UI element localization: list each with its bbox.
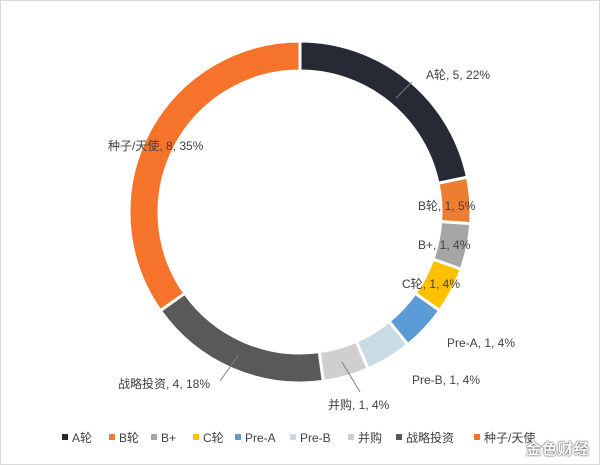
legend-label-1: B轮	[119, 431, 139, 445]
data-label-7: 战略投资, 4, 18%	[118, 376, 210, 391]
legend-swatch-3	[193, 434, 199, 440]
donut-slice-8	[127, 39, 302, 313]
legend-swatch-4	[235, 434, 241, 440]
legend-label-7: 战略投资	[406, 430, 454, 445]
legend-label-4: Pre-A	[245, 431, 276, 445]
legend-swatch-8	[474, 434, 480, 440]
donut-slice-0	[298, 39, 470, 186]
data-label-6: 并购, 1, 4%	[328, 397, 390, 412]
data-label-2: B+, 1, 4%	[418, 238, 471, 252]
watermark: 金色财经	[525, 441, 590, 458]
legend-item-7: 战略投资	[396, 430, 454, 445]
data-label-8: 种子/天使, 8, 35%	[108, 138, 204, 153]
data-labels: A轮, 5, 22% B轮, 1, 5% B+, 1, 4% C轮, 1, 4% Pre…	[108, 68, 515, 412]
legend-item-4: Pre-A	[235, 431, 276, 445]
legend-swatch-0	[62, 434, 68, 440]
donut-slice-7	[158, 291, 325, 385]
legend-label-5: Pre-B	[300, 431, 331, 445]
leader-line-0	[395, 81, 413, 99]
data-label-5: Pre-B, 1, 4%	[412, 373, 480, 387]
legend-item-8: 种子/天使	[474, 430, 535, 445]
legend-item-2: B+	[151, 431, 176, 445]
data-label-1: B轮, 1, 5%	[418, 199, 476, 213]
legend-label-0: A轮	[72, 431, 92, 445]
legend-label-6: 并购	[358, 430, 382, 445]
legend-swatch-6	[348, 434, 354, 440]
legend-label-2: B+	[161, 431, 176, 445]
legend-item-3: C轮	[193, 431, 224, 445]
leader-lines	[219, 81, 413, 393]
legend-swatch-7	[396, 434, 402, 440]
legend-item-5: Pre-B	[290, 431, 331, 445]
donut-slices	[127, 39, 473, 385]
legend-swatch-5	[290, 434, 296, 440]
data-label-0: A轮, 5, 22%	[426, 68, 490, 82]
legend-swatch-1	[109, 434, 115, 440]
data-label-3: C轮, 1, 4%	[402, 277, 460, 291]
legend-item-1: B轮	[109, 431, 139, 445]
leader-line-6	[341, 361, 361, 393]
leader-line-7	[219, 355, 239, 382]
legend: A轮 B轮 B+ C轮 Pre-A Pre-B 并购 战略投资 种子/天使	[62, 430, 535, 445]
legend-swatch-2	[151, 434, 157, 440]
legend-label-3: C轮	[203, 431, 224, 445]
legend-label-8: 种子/天使	[484, 430, 535, 445]
legend-item-6: 并购	[348, 430, 382, 445]
legend-item-0: A轮	[62, 431, 92, 445]
data-label-4: Pre-A, 1, 4%	[447, 336, 515, 350]
